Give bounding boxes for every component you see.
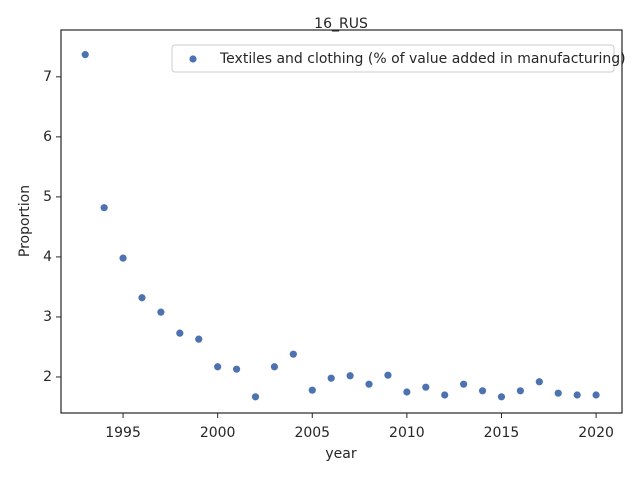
x-tick-label: 2005 <box>294 425 330 441</box>
point <box>554 389 562 397</box>
x-tick-label: 2000 <box>200 425 236 441</box>
point <box>251 393 260 401</box>
y-axis-label: Proportion <box>17 185 33 257</box>
point <box>478 387 487 395</box>
point <box>138 294 146 302</box>
point <box>214 363 222 371</box>
point <box>270 363 279 371</box>
point <box>195 335 203 343</box>
point <box>460 380 468 388</box>
point <box>516 387 524 395</box>
y-tick-label: 7 <box>43 69 52 85</box>
point <box>384 371 392 379</box>
point <box>403 388 411 396</box>
point <box>81 51 89 59</box>
x-tick-label: 2020 <box>578 425 614 441</box>
legend-box <box>171 44 615 73</box>
point <box>327 374 335 382</box>
legend-label: Textiles and clothing (% of value added … <box>219 51 626 67</box>
chart-title: 16_RUS <box>314 16 368 32</box>
point <box>365 380 373 388</box>
y-tick-label: 2 <box>43 369 52 385</box>
point <box>346 372 354 380</box>
point <box>497 393 506 401</box>
x-tick-label: 1995 <box>105 425 141 441</box>
x-tick-label: 2015 <box>484 425 520 441</box>
y-tick-label: 4 <box>43 249 52 265</box>
x-axis-label: year <box>325 446 356 462</box>
point <box>289 350 297 358</box>
legend-marker <box>189 55 197 63</box>
point <box>100 204 108 212</box>
point <box>157 308 165 316</box>
point <box>119 254 127 262</box>
point <box>573 391 581 399</box>
point <box>308 386 316 394</box>
x-tick-label: 2010 <box>389 425 425 441</box>
point <box>176 329 184 337</box>
y-tick-label: 3 <box>43 309 52 325</box>
point <box>592 391 600 399</box>
y-tick-label: 6 <box>43 129 52 145</box>
point <box>441 391 449 399</box>
plot-frame <box>60 29 623 414</box>
y-tick-label: 5 <box>43 189 52 205</box>
point <box>422 383 430 391</box>
point <box>535 378 543 386</box>
point <box>232 365 241 373</box>
